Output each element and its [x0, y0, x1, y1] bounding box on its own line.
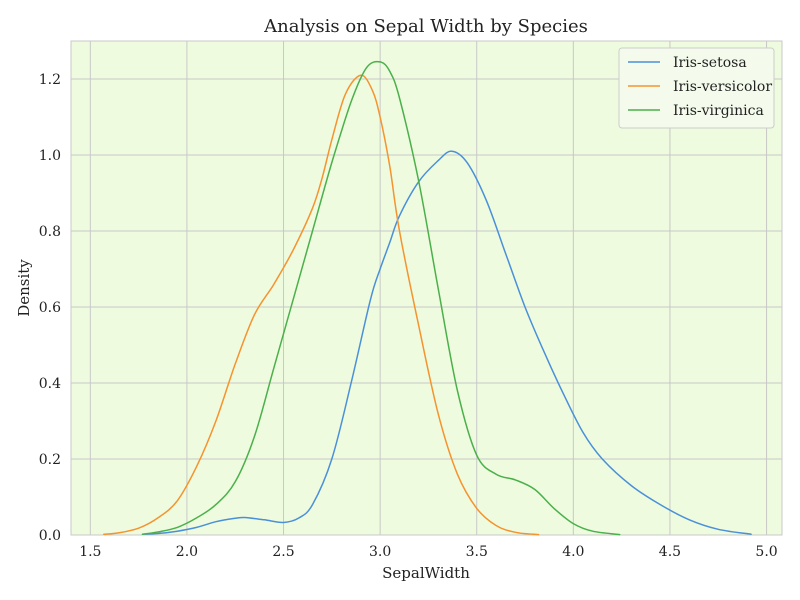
- series-line-iris-virginica: [141, 60, 621, 536]
- y-tick-label: 0.6: [39, 300, 61, 316]
- y-tick-label: 0.4: [39, 376, 61, 392]
- x-gridlines: [89, 41, 768, 535]
- legend: Iris-setosa Iris-versicolor Iris-virginica: [618, 47, 775, 129]
- x-tick-label: 3.5: [466, 544, 488, 560]
- legend-label-iris-versicolor: Iris-versicolor: [673, 79, 772, 95]
- legend-label-iris-setosa: Iris-setosa: [673, 55, 747, 71]
- legend-label-iris-virginica: Iris-virginica: [673, 103, 764, 119]
- y-tick-labels: 0.0 0.2 0.4 0.6 0.8 1.0 1.2: [39, 72, 61, 544]
- x-tick-label: 3.0: [369, 544, 391, 560]
- y-tick-label: 1.0: [39, 148, 61, 164]
- y-tick-label: 0.0: [39, 528, 61, 544]
- legend-box: [618, 47, 775, 129]
- x-tick-labels: 1.5 2.0 2.5 3.0 3.5 4.0 4.5 5.0: [79, 544, 777, 560]
- y-axis-label: Density: [15, 259, 33, 317]
- x-tick-label: 2.0: [176, 544, 198, 560]
- x-axis-label: SepalWidth: [382, 564, 470, 582]
- series-lines: [103, 60, 752, 536]
- y-gridlines: [71, 78, 782, 536]
- x-tick-label: 5.0: [755, 544, 777, 560]
- x-tick-label: 4.0: [562, 544, 584, 560]
- x-tick-label: 1.5: [79, 544, 101, 560]
- series-line-iris-setosa: [141, 150, 752, 535]
- chart-title: Analysis on Sepal Width by Species: [263, 16, 588, 37]
- x-tick-label: 4.5: [659, 544, 681, 560]
- y-tick-label: 0.2: [39, 452, 61, 468]
- series-line-iris-versicolor: [103, 74, 540, 536]
- x-tick-label: 2.5: [272, 544, 294, 560]
- y-tick-label: 1.2: [39, 72, 61, 88]
- y-tick-label: 0.8: [39, 224, 61, 240]
